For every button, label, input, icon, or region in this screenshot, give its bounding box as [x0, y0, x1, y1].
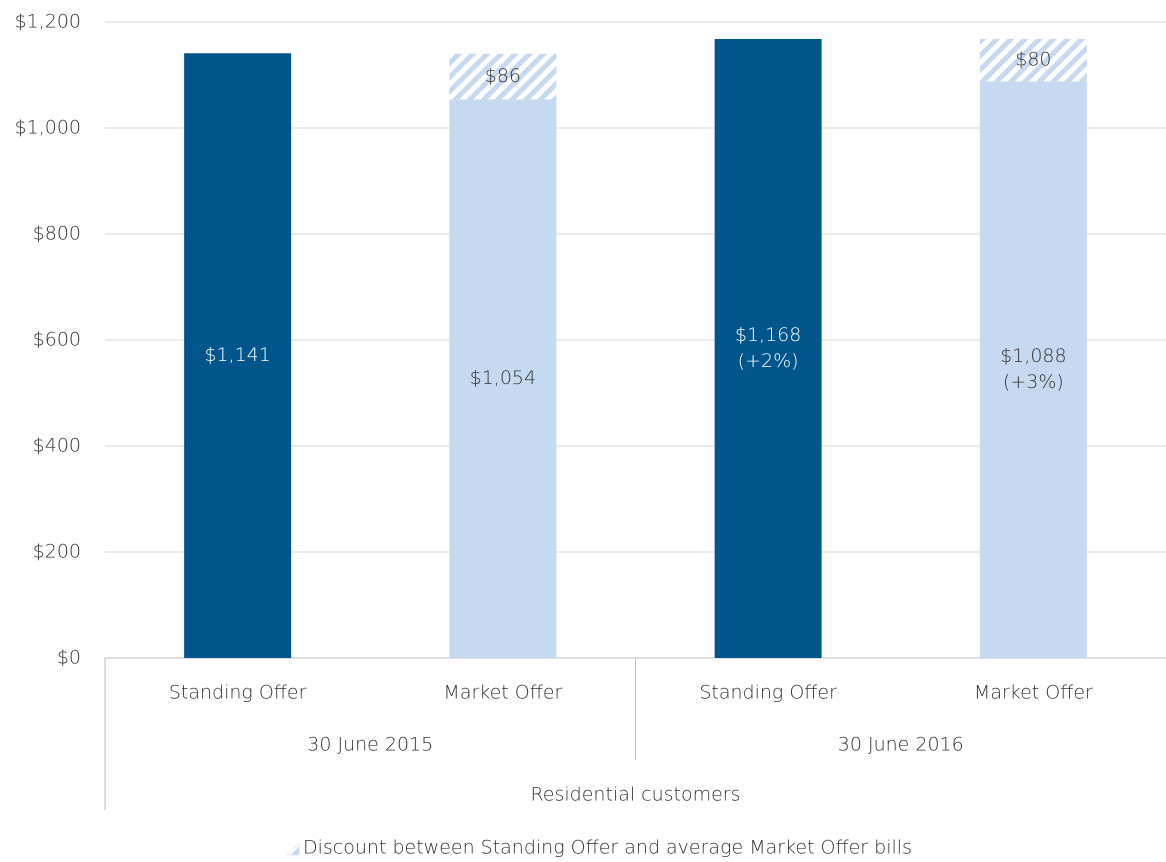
data-label: $1,141 [204, 344, 270, 366]
legend-label: Discount between Standing Offer and aver… [303, 837, 912, 859]
y-tick-label: $800 [33, 223, 81, 245]
x-tick-label: Standing Offer [699, 682, 837, 704]
group-label: 30 June 2015 [307, 734, 433, 756]
group-label: 30 June 2016 [838, 734, 964, 756]
legend-swatch [286, 842, 300, 856]
y-tick-label: $400 [33, 435, 81, 457]
y-tick-label: $1,000 [15, 117, 81, 139]
y-tick-label: $600 [33, 329, 81, 351]
bar-segment [449, 99, 557, 658]
change-label: (+3%) [1003, 371, 1064, 393]
x-tick-label: Market Offer [443, 682, 562, 704]
bar-segment [979, 38, 1087, 82]
data-label: $86 [485, 65, 521, 87]
x-tick-label: Market Offer [974, 682, 1093, 704]
data-label: $1,054 [470, 367, 536, 389]
data-label: $1,088 [1000, 345, 1066, 367]
bar-segment [714, 38, 822, 658]
change-label: (+2%) [738, 350, 799, 372]
data-label: $80 [1015, 49, 1051, 71]
data-label: $1,168 [735, 324, 801, 346]
x-tick-label: Standing Offer [169, 682, 307, 704]
bar-segment [979, 81, 1087, 659]
x-axis-label: Residential customers [530, 784, 740, 806]
y-tick-label: $1,200 [15, 11, 81, 33]
y-tick-label: $0 [57, 647, 81, 669]
bar-segment [449, 53, 557, 100]
y-tick-label: $200 [33, 541, 81, 563]
bar-segment [184, 53, 292, 658]
